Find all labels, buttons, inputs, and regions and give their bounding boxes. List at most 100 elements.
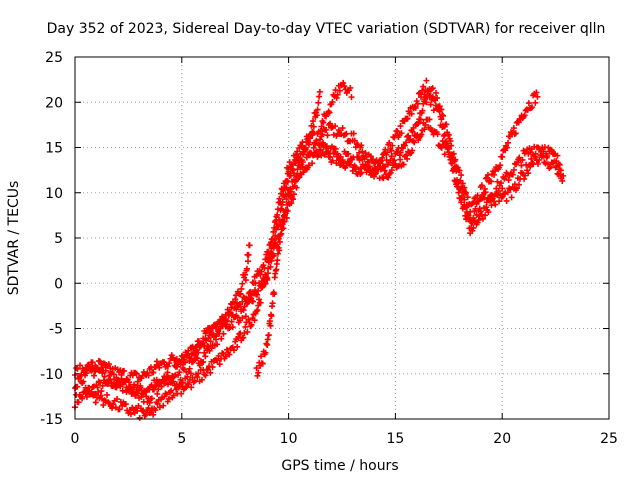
data-point: [438, 116, 445, 123]
data-point: [150, 369, 157, 376]
data-point: [518, 162, 525, 169]
data-point: [499, 185, 506, 192]
data-point: [421, 126, 428, 133]
data-point: [560, 172, 567, 179]
data-point: [242, 323, 249, 330]
data-point: [534, 93, 541, 100]
data-point: [458, 172, 465, 179]
data-point: [429, 85, 436, 92]
data-point: [90, 372, 97, 379]
data-point: [180, 353, 187, 360]
data-point: [310, 123, 317, 130]
data-point: [343, 130, 350, 137]
data-point: [222, 316, 229, 323]
data-point: [217, 323, 224, 330]
data-point: [535, 160, 542, 167]
data-point: [554, 152, 561, 159]
data-point: [388, 167, 395, 174]
data-point: [156, 404, 163, 411]
data-point: [202, 330, 209, 337]
data-point: [206, 363, 213, 370]
data-point: [238, 308, 245, 315]
data-point: [515, 181, 522, 188]
data-point: [438, 144, 445, 151]
data-point: [324, 132, 331, 139]
data-point: [397, 156, 404, 163]
data-point: [381, 167, 388, 174]
data-point: [204, 366, 211, 373]
data-point: [121, 367, 128, 374]
data-point: [441, 131, 448, 138]
data-point: [454, 183, 461, 190]
data-point: [170, 392, 177, 399]
data-point: [497, 162, 504, 169]
data-point: [97, 379, 104, 386]
data-point: [232, 296, 239, 303]
data-point: [179, 365, 186, 371]
data-point: [379, 154, 386, 161]
data-point: [208, 329, 215, 336]
data-point: [519, 156, 526, 163]
data-point: [329, 98, 336, 105]
data-point: [127, 383, 134, 390]
data-point: [471, 195, 478, 202]
data-point: [268, 257, 275, 264]
data-point: [262, 280, 269, 287]
data-point: [208, 345, 215, 352]
data-point: [290, 196, 297, 203]
data-point: [411, 104, 418, 111]
data-point: [385, 174, 392, 181]
data-point: [506, 133, 513, 140]
data-point: [474, 192, 481, 199]
data-point: [258, 353, 265, 360]
data-point: [154, 390, 161, 397]
data-point: [305, 135, 312, 142]
y-tick-label: 5: [54, 231, 63, 247]
x-tick-label: 10: [280, 431, 298, 447]
data-point: [317, 136, 324, 143]
data-point: [283, 214, 290, 221]
data-point: [451, 177, 458, 184]
data-point: [326, 150, 333, 157]
data-point: [271, 290, 278, 297]
data-point: [337, 153, 344, 160]
data-point: [281, 184, 288, 191]
data-point: [449, 160, 456, 167]
data-point: [254, 372, 261, 379]
data-point: [499, 153, 506, 160]
data-point: [470, 224, 477, 231]
data-point: [177, 361, 184, 368]
data-point: [459, 185, 466, 192]
series-arc-6: [82, 116, 567, 421]
data-point: [461, 201, 468, 208]
data-point: [114, 396, 121, 403]
data-point: [97, 392, 104, 399]
data-point: [207, 338, 214, 345]
data-point: [256, 296, 263, 303]
data-point: [101, 373, 108, 380]
data-point: [473, 211, 480, 218]
data-point: [317, 127, 324, 134]
data-point: [129, 388, 136, 395]
data-point: [265, 249, 272, 256]
data-point: [410, 124, 417, 131]
data-point: [403, 152, 410, 159]
chart-title: Day 352 of 2023, Sidereal Day-to-day VTE…: [47, 21, 606, 37]
data-point: [264, 341, 271, 348]
data-point: [326, 109, 333, 116]
x-tick-label: 25: [600, 431, 618, 447]
data-point: [431, 97, 438, 104]
data-point: [250, 298, 256, 305]
data-point: [242, 313, 249, 320]
data-point: [522, 172, 529, 179]
data-point: [105, 361, 112, 368]
data-point: [185, 381, 192, 388]
data-point: [161, 380, 167, 387]
data-point: [419, 107, 426, 114]
data-point: [218, 335, 225, 342]
data-point: [309, 128, 316, 135]
data-point: [366, 163, 373, 170]
data-point: [229, 324, 236, 331]
data-point: [274, 211, 281, 218]
data-point: [231, 314, 238, 321]
